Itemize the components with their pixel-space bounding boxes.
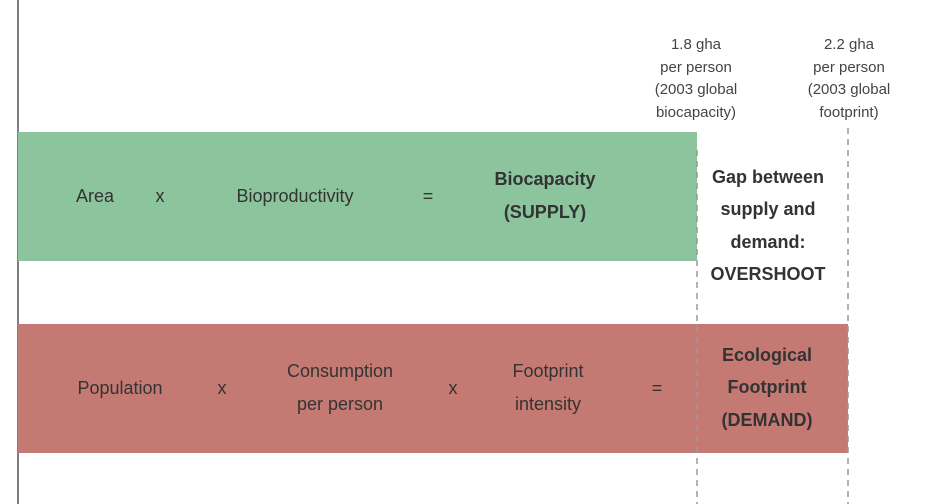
result: (SUPPLY) bbox=[504, 202, 586, 222]
gap-label: demand: bbox=[730, 232, 805, 252]
result: Ecological bbox=[722, 345, 812, 365]
operator: = bbox=[423, 186, 434, 206]
annotation: (2003 global bbox=[655, 81, 738, 98]
annotation: (2003 global bbox=[808, 81, 891, 98]
operator: x bbox=[449, 378, 458, 398]
gap-label: OVERSHOOT bbox=[710, 264, 825, 284]
term: Population bbox=[77, 378, 162, 398]
gap-label: supply and bbox=[720, 199, 815, 219]
result: (DEMAND) bbox=[722, 410, 813, 430]
gap-label: Gap between bbox=[712, 167, 824, 187]
term: Footprint bbox=[512, 361, 583, 381]
annotation: 1.8 gha bbox=[671, 36, 722, 53]
annotation: per person bbox=[660, 59, 732, 76]
result: Biocapacity bbox=[494, 169, 595, 189]
annotation: biocapacity) bbox=[656, 104, 736, 121]
result: Footprint bbox=[728, 377, 807, 397]
term: Consumption bbox=[287, 361, 393, 381]
annotation: per person bbox=[813, 59, 885, 76]
operator: x bbox=[218, 378, 227, 398]
annotation: footprint) bbox=[819, 104, 878, 121]
term: per person bbox=[297, 394, 383, 414]
supply-bar bbox=[18, 132, 697, 261]
operator: x bbox=[156, 186, 165, 206]
term: Bioproductivity bbox=[236, 186, 353, 206]
annotation: 2.2 gha bbox=[824, 36, 875, 53]
term: intensity bbox=[515, 394, 581, 414]
term: Area bbox=[76, 186, 115, 206]
operator: = bbox=[652, 378, 663, 398]
demand-bar bbox=[18, 324, 848, 453]
